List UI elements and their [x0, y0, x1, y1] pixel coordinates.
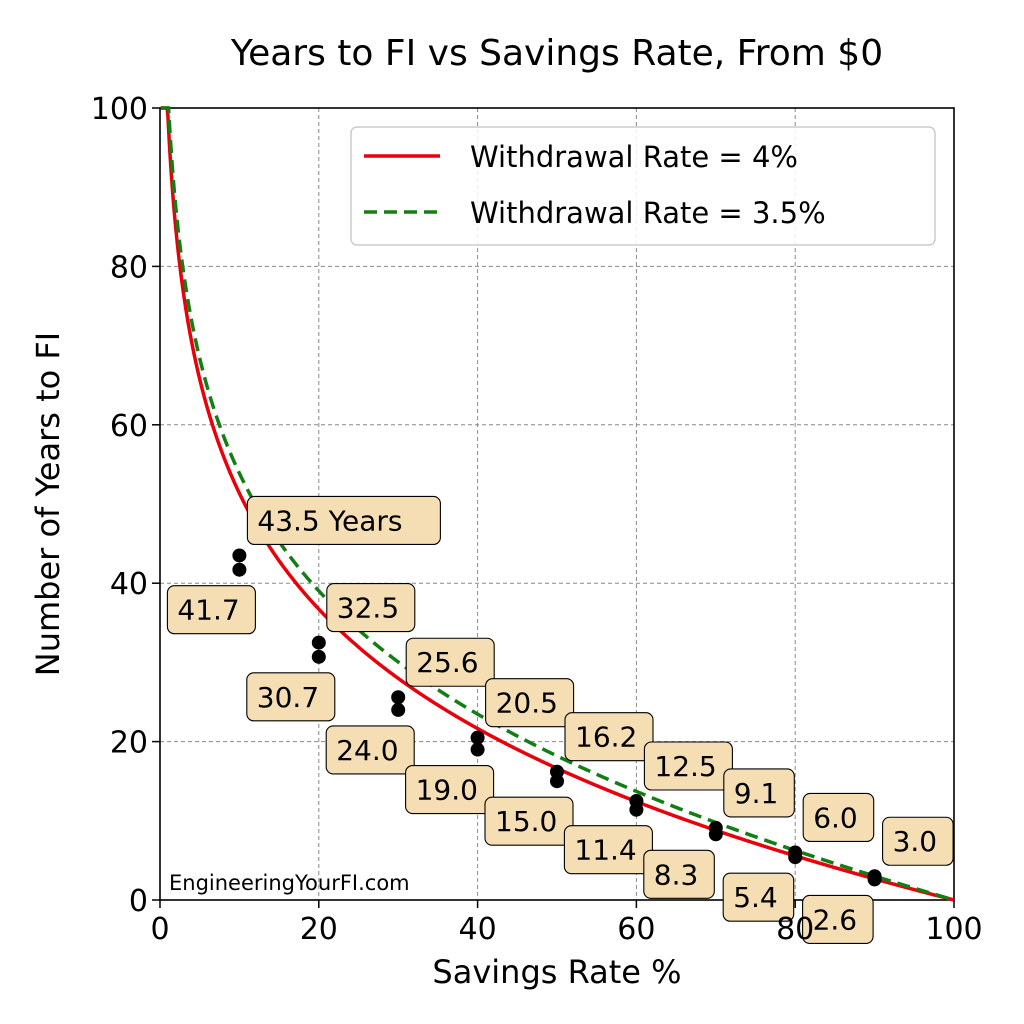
data-label-box: [722, 872, 795, 922]
data-label-text: 25.6: [416, 646, 478, 679]
marker-curve-3-5pct-2: [391, 690, 406, 705]
data-label-text: 41.7: [177, 594, 239, 627]
data-label-text: 11.4: [574, 834, 636, 867]
data-label-box: [326, 583, 416, 633]
y-axis-ticks: 0 20 40 60 80 100: [91, 92, 160, 919]
marker-curve-3-5pct-3: [470, 730, 485, 745]
marker-curve-4pct-2: [391, 702, 406, 717]
y-tick-label-4: 80: [110, 250, 148, 285]
data-label-curve-4pct-8: 2.6: [802, 894, 874, 944]
y-tick-label-2: 40: [110, 567, 148, 602]
data-label-box: [564, 712, 654, 762]
data-label-curve-3-5pct-0: 43.5 Years: [246, 495, 441, 546]
data-label-box: [643, 741, 733, 791]
marker-curve-3-5pct-1: [311, 635, 326, 650]
data-label-curve-4pct-7: 5.4: [722, 872, 795, 922]
legend-box: [350, 126, 936, 246]
data-label-box: [563, 825, 653, 875]
data-label-text: 16.2: [575, 721, 637, 754]
marker-curve-4pct-0: [232, 562, 247, 577]
legend: Withdrawal Rate = 4% Withdrawal Rate = 3…: [350, 126, 936, 246]
data-label-curve-4pct-6: 8.3: [643, 849, 715, 899]
x-tick-label-5: 100: [925, 912, 982, 947]
data-label-text: 12.5: [654, 750, 716, 783]
data-label-curve-4pct-4: 15.0: [484, 796, 574, 846]
data-label-box: [643, 849, 715, 899]
data-label-box: [485, 678, 575, 728]
plot-frame: [159, 107, 955, 901]
data-label-text: 32.5: [337, 592, 399, 625]
chart-title: Years to FI vs Savings Rate, From $0: [230, 33, 883, 74]
x-axis-ticks: 0 20 40 60 80 100: [150, 900, 983, 947]
data-label-box: [802, 792, 875, 843]
x-tick-label-3: 60: [617, 912, 655, 947]
data-label-curve-3-5pct-8: 3.0: [882, 816, 954, 866]
data-label-box: [166, 585, 256, 635]
marker-curve-3-5pct-6: [708, 820, 723, 835]
data-labels: 41.7 30.7 24.0 19.0 15.0 11.4 8.3 5.4 2.6 43.5 Ye…: [166, 495, 954, 944]
x-tick-label-1: 20: [300, 912, 338, 947]
marker-curve-4pct-3: [470, 742, 485, 757]
data-label-box: [882, 816, 954, 866]
watermark-text: EngineeringYourFI.com: [169, 871, 410, 895]
y-tick-label-0: 0: [129, 884, 148, 919]
data-label-box: [723, 768, 795, 818]
marker-curve-4pct-1: [311, 649, 326, 664]
data-label-text: 8.3: [654, 858, 699, 891]
data-label-curve-3-5pct-2: 25.6: [405, 637, 495, 687]
data-label-curve-4pct-3: 19.0: [405, 764, 495, 815]
data-label-curve-4pct-5: 11.4: [563, 825, 653, 875]
data-label-text: 24.0: [336, 734, 398, 767]
data-label-curve-3-5pct-6: 9.1: [723, 768, 795, 818]
marker-curve-3-5pct-0: [232, 548, 247, 563]
data-label-curve-4pct-0: 41.7: [166, 585, 256, 635]
markers: [232, 548, 882, 887]
data-label-text: 6.0: [813, 801, 858, 834]
data-label-text: 5.4: [733, 881, 778, 914]
data-label-curve-3-5pct-5: 12.5: [643, 741, 733, 791]
x-tick-label-0: 0: [150, 912, 169, 947]
marker-curve-3-5pct-7: [788, 845, 803, 860]
data-label-box: [405, 764, 495, 815]
x-tick-label-4: 80: [776, 912, 814, 947]
data-label-box: [246, 495, 441, 546]
data-label-text: 20.5: [496, 687, 558, 720]
legend-label-3-5pct: Withdrawal Rate = 3.5%: [470, 196, 826, 230]
x-tick-label-2: 40: [459, 912, 497, 947]
data-label-curve-4pct-2: 24.0: [325, 725, 415, 775]
legend-label-4pct: Withdrawal Rate = 4%: [470, 140, 798, 174]
data-label-text: 19.0: [416, 774, 478, 807]
data-label-curve-3-5pct-3: 20.5: [485, 678, 575, 728]
marker-curve-3-5pct-8: [867, 869, 882, 884]
y-tick-label-5: 100: [91, 92, 148, 127]
data-label-box: [325, 725, 415, 775]
data-label-box: [802, 894, 874, 944]
data-label-box: [246, 672, 336, 722]
marker-curve-3-5pct-5: [629, 794, 644, 808]
marker-curve-3-5pct-4: [550, 764, 564, 779]
data-label-box: [405, 637, 495, 687]
data-label-text: 30.7: [257, 681, 319, 714]
data-label-curve-3-5pct-7: 6.0: [802, 792, 875, 843]
data-label-box: [484, 796, 574, 846]
data-label-curve-3-5pct-1: 32.5: [326, 583, 416, 633]
data-label-curve-4pct-1: 30.7: [246, 672, 336, 722]
curve-3-5pct: [160, 106, 955, 902]
data-label-text: 3.0: [893, 825, 938, 858]
data-label-curve-3-5pct-4: 16.2: [564, 712, 654, 762]
y-axis-label: Number of Years to FI: [29, 332, 67, 676]
data-label-text: 2.6: [813, 903, 858, 936]
y-tick-label-1: 20: [110, 726, 148, 761]
data-label-text: 15.0: [495, 805, 557, 838]
y-tick-label-3: 60: [110, 409, 148, 444]
x-axis-label: Savings Rate %: [432, 953, 681, 991]
data-label-text: 9.1: [734, 777, 779, 810]
data-label-text: 43.5 Years: [257, 504, 402, 537]
